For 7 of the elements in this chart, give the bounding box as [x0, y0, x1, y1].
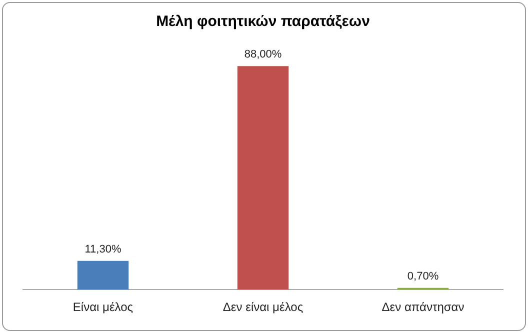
x-tick-label: Δεν είναι μέλος — [222, 300, 304, 314]
data-label: 11,30% — [84, 243, 122, 256]
data-label: 88,00% — [244, 48, 282, 61]
x-tick-label: Δεν απάντησαν — [382, 300, 464, 314]
chart-title: Μέλη φοιτητικών παρατάξεων — [156, 13, 370, 30]
data-label: 0,70% — [407, 270, 439, 282]
x-tick-label: Είναι μέλος — [72, 300, 134, 314]
